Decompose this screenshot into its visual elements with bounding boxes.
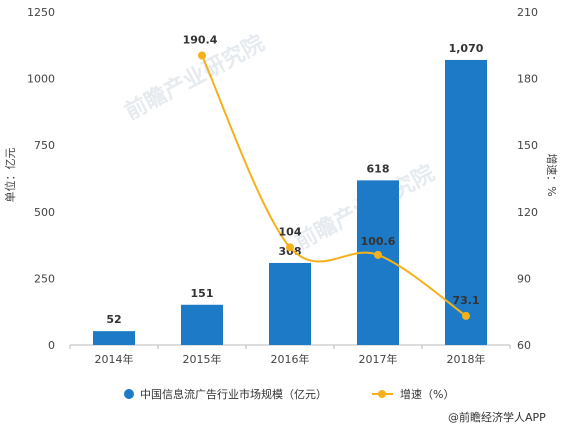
y2-tick-label: 120	[517, 206, 538, 219]
bar-data-label: 308	[279, 245, 302, 258]
line-data-labels: 190.4 104 100.6 73.1	[183, 34, 480, 307]
x-tick-label: 2015年	[183, 352, 222, 366]
line-point	[198, 51, 206, 60]
legend-bar-marker	[124, 389, 134, 399]
x-axis-ticks: 2014年 2015年 2016年 2017年 2018年	[69, 345, 511, 366]
y-axis-title: 单位：亿元	[3, 148, 17, 203]
y-tick-label: 250	[34, 272, 55, 285]
line-point	[374, 250, 382, 259]
y2-tick-label: 150	[517, 139, 538, 152]
legend-line-marker	[378, 390, 386, 398]
bar-data-label: 618	[367, 162, 390, 175]
y2-tick-label: 180	[517, 73, 538, 86]
line-data-label: 73.1	[452, 294, 479, 307]
y-axis-ticks: 0 250 500 750 1000 1250	[27, 6, 55, 352]
x-tick-label: 2017年	[359, 352, 398, 366]
legend-line-label: 增速（%）	[400, 387, 454, 401]
bar	[445, 59, 487, 346]
line-point	[286, 243, 294, 252]
y2-tick-label: 210	[517, 6, 538, 19]
y-tick-label: 0	[48, 339, 55, 352]
y2-axis-ticks: 60 90 120 150 180 210	[517, 6, 538, 352]
bar-data-label: 151	[191, 287, 214, 300]
line-series	[198, 51, 470, 320]
bar-data-label: 1,070	[449, 42, 484, 55]
x-tick-label: 2018年	[447, 352, 486, 366]
growth-line	[201, 55, 467, 317]
bar	[181, 304, 223, 345]
bar-data-label: 52	[106, 313, 121, 326]
y-tick-label: 500	[34, 206, 55, 219]
bar-data-labels: 52 151 308 618 1,070	[106, 42, 483, 326]
line-data-label: 104	[279, 225, 302, 238]
bar	[93, 331, 135, 345]
line-data-label: 100.6	[361, 235, 396, 248]
y-tick-label: 750	[34, 139, 55, 152]
x-tick-label: 2016年	[271, 352, 310, 366]
legend-bar-label: 中国信息流广告行业市场规模（亿元）	[140, 387, 327, 401]
y2-tick-label: 60	[517, 339, 531, 352]
y-tick-label: 1000	[27, 73, 55, 86]
bar	[269, 262, 311, 345]
x-tick-label: 2014年	[95, 352, 134, 366]
source-credit: @前瞻经济学人APP	[448, 410, 546, 424]
y2-axis-title: 增速：%	[545, 153, 559, 196]
y-tick-label: 1250	[27, 6, 55, 19]
legend: 中国信息流广告行业市场规模（亿元） 增速（%）	[124, 387, 454, 401]
line-point	[462, 311, 470, 320]
y2-tick-label: 90	[517, 272, 531, 285]
line-data-label: 190.4	[183, 34, 218, 47]
